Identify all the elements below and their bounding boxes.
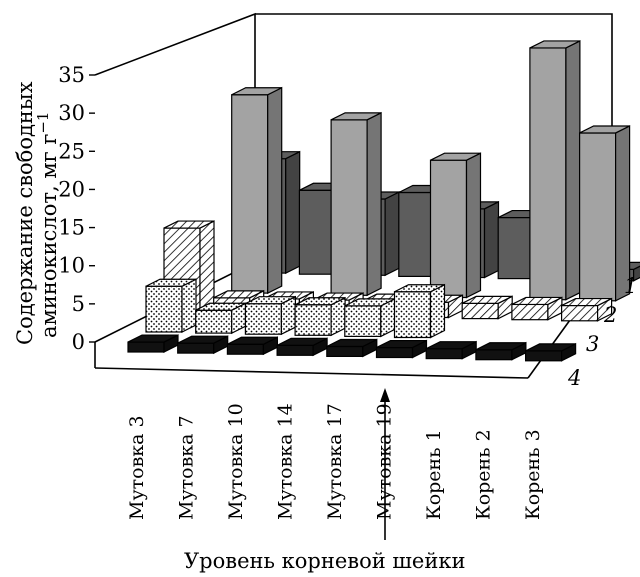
row-label-1: 1 [624,274,637,298]
y-tick-label-2: 10 [58,254,85,278]
row-label-4: 4 [567,366,581,390]
x-axis [94,367,529,379]
bar-s5-1 [127,334,179,353]
x-tick-label-7: Корень 2 [473,429,495,520]
y-axis-ticks: 0 5 10 15 20 25 30 35 [58,63,95,354]
x-tick-label-4: Мутовка 17 [324,403,346,520]
bar-s4-2 [195,302,247,335]
bar-s5-8 [475,341,527,361]
y-tick-label-6: 30 [58,101,85,125]
bar-s4-1 [145,278,197,333]
x-axis-label: Уровень корневой шейки [184,549,465,573]
y-tick-label-7: 35 [58,63,85,87]
bar-s5-6 [375,339,428,359]
bar-s4-5 [344,297,396,338]
y-axis-label: Содержание свободных аминокислот, мг г−1 [13,81,61,345]
y-axis-label-line1: Содержание свободных [13,81,37,345]
y-tick-label-5: 25 [58,139,85,163]
row-label-3: 3 [586,332,599,356]
row-label-2: 2 [603,303,617,327]
bars [127,39,640,362]
bar-s2-9 [578,125,631,302]
bar-s2-6 [429,152,482,299]
bar-s3-9 [560,297,613,322]
bar-s2-4 [330,111,382,297]
y-tick-label-1: 5 [72,292,85,316]
level-arrow [380,388,390,540]
bar-s2-2 [231,86,283,295]
y-tick-label-4: 20 [58,177,85,201]
bar-s5-2 [177,335,229,355]
y-tick-label-3: 15 [58,216,85,240]
x-tick-label-1: Мутовка 7 [176,415,198,520]
bar-s5-7 [425,340,477,360]
bar-s4-4 [294,296,346,337]
x-tick-label-2: Мутовка 10 [225,403,247,520]
x-tick-label-0: Мутовка 3 [126,415,148,520]
x-tick-label-3: Мутовка 14 [275,403,297,520]
x-tick-label-6: Корень 1 [423,429,445,520]
y-tick-label-0: 0 [72,330,85,354]
bar-s3-7 [461,295,513,320]
bar-s4-3 [244,295,296,336]
x-axis-tick-labels: Мутовка 3 Мутовка 7 Мутовка 10 Мутовка 14 Му… [126,403,544,520]
bar-s3-8 [511,296,563,321]
bar-s4-6 [393,283,446,339]
bar-s5-4 [276,337,328,357]
bar-s5-5 [326,338,378,358]
bar-s2-8 [529,39,581,301]
x-tick-label-8: Корень 3 [522,429,544,520]
bar-s5-3 [226,336,278,356]
y-axis-label-line2: аминокислот, мг г−1 [34,112,61,338]
bar-s5-9 [524,342,577,362]
